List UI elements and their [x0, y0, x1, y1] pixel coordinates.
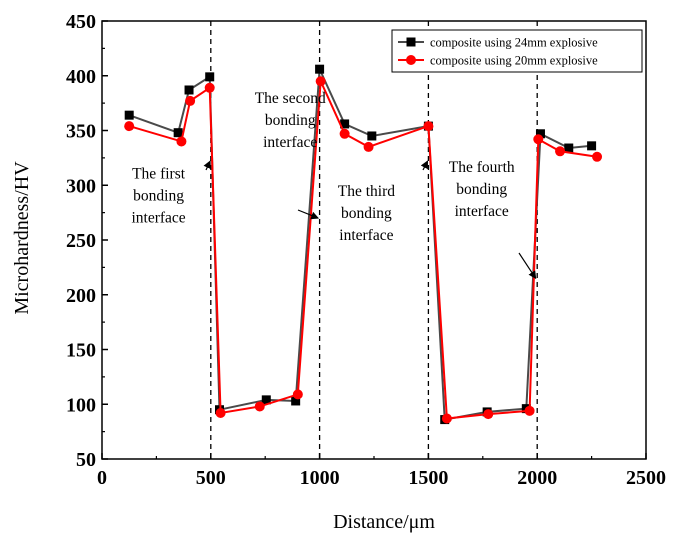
data-point [173, 128, 183, 138]
y-axis-title: Microhardness/HV [11, 161, 33, 315]
annotation-arrow [297, 209, 320, 220]
y-tick-label: 300 [66, 175, 96, 197]
x-tick-label: 2500 [626, 467, 666, 489]
data-point [555, 146, 566, 157]
data-point [340, 119, 350, 129]
annotation-text: The third [338, 183, 395, 200]
y-tick-label: 250 [66, 230, 96, 252]
annotation-text: The fourth [449, 159, 515, 176]
data-point [315, 76, 326, 87]
annotation-text: interface [339, 227, 393, 244]
y-tick-label: 50 [76, 449, 96, 471]
annotation-text: interface [455, 203, 509, 220]
y-tick-label: 150 [66, 340, 96, 362]
annotation-text: bonding [341, 205, 392, 222]
legend-marker [406, 55, 416, 65]
annotation-text: bonding [133, 188, 184, 205]
data-point [215, 408, 226, 419]
annotation-text: The second [255, 90, 326, 107]
data-point [564, 143, 574, 153]
data-point [339, 128, 350, 139]
data-point [176, 136, 187, 147]
x-tick-label: 1000 [300, 467, 340, 489]
x-tick-label: 1500 [408, 467, 448, 489]
legend-box [391, 29, 643, 73]
x-tick-label: 500 [196, 467, 226, 489]
data-point [423, 121, 434, 132]
annotation-text: The first [132, 166, 186, 183]
data-point [533, 134, 544, 145]
data-point [483, 409, 494, 420]
data-point [124, 110, 134, 120]
annotation-arrow [203, 160, 211, 171]
annotation-text: interface [263, 134, 317, 151]
data-point [291, 396, 301, 406]
axes: 0 500 1000 1500 2000 2500 50 100 150 200 250 300 350… [66, 11, 666, 489]
data-point [363, 141, 374, 152]
legend-label: composite using 24mm explosive [430, 36, 598, 50]
data-point [592, 151, 603, 162]
x-axis-title: Distance/μm [333, 511, 435, 533]
data-point [124, 121, 135, 132]
y-tick-label: 100 [66, 394, 96, 416]
data-point [185, 95, 196, 106]
x-tick-label: 0 [97, 467, 107, 489]
data-point [261, 395, 271, 405]
annotation-text: bonding [265, 112, 316, 129]
y-tick-label: 400 [66, 66, 96, 88]
legend-marker [406, 37, 416, 47]
data-point [315, 64, 325, 74]
data-point [184, 85, 194, 95]
legend: composite using 24mm explosive composite … [391, 29, 643, 73]
y-tick-label: 450 [66, 11, 96, 33]
legend-label: composite using 20mm explosive [430, 54, 598, 68]
annotation-arrow [420, 160, 429, 171]
data-point [204, 82, 215, 93]
data-point [205, 72, 215, 82]
data-point [441, 413, 452, 424]
data-point [367, 131, 377, 141]
data-point [535, 129, 545, 139]
data-point [254, 401, 265, 412]
series-layer [124, 64, 603, 425]
data-point [292, 389, 303, 400]
y-tick-label: 200 [66, 285, 96, 307]
data-point [587, 141, 597, 151]
data-point [524, 405, 535, 416]
annotation-text: bonding [456, 181, 507, 198]
annotation-arrow [518, 252, 537, 280]
annotations: The first bonding interface The second bondi… [131, 90, 537, 280]
y-tick-label: 350 [66, 121, 96, 143]
series-line [128, 68, 592, 421]
x-tick-label: 2000 [517, 467, 557, 489]
annotation-text: interface [131, 210, 185, 227]
